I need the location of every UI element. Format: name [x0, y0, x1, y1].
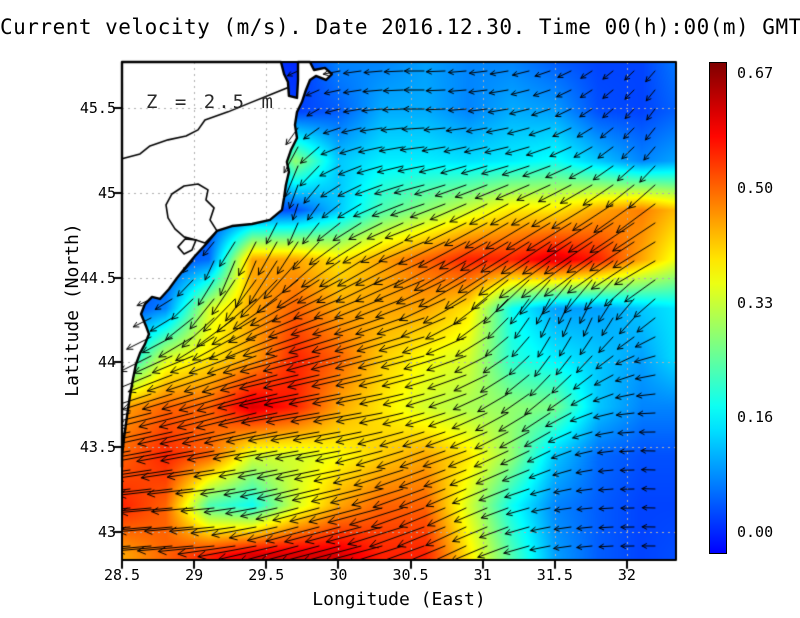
colorbar-tick-label: 0.33	[737, 293, 774, 312]
y-tick-label: 45	[97, 183, 116, 202]
x-tick-label: 29	[185, 566, 204, 584]
colorbar-tick-label: 0.00	[737, 523, 774, 541]
y-tick-label: 43	[97, 523, 116, 541]
x-tick-label: 29.5	[248, 566, 285, 584]
colorbar-tick-label: 0.67	[737, 64, 774, 82]
colorbar-tick-label: 0.16	[737, 408, 774, 427]
y-tick-label: 43.5	[79, 438, 116, 457]
y-axis-label: Latitude (North)	[62, 223, 83, 397]
x-axis-label: Longitude (East)	[312, 589, 486, 610]
x-tick-label: 32	[617, 566, 636, 584]
x-tick-label: 31	[473, 566, 492, 584]
y-tick-label: 44	[97, 353, 116, 372]
depth-annotation: Z = 2.5 m	[146, 91, 276, 113]
plot-title: Current velocity (m/s). Date 2016.12.30.…	[0, 15, 800, 39]
x-tick-label: 31.5	[536, 566, 573, 584]
x-tick-label: 30.5	[392, 566, 429, 584]
y-tick-label: 45.5	[79, 98, 116, 117]
x-tick-label: 28.5	[103, 566, 141, 584]
y-tick-label: 44.5	[79, 268, 116, 287]
x-tick-label: 30	[329, 566, 348, 584]
colorbar-tick-label: 0.50	[737, 178, 774, 197]
colorbar	[709, 62, 727, 554]
